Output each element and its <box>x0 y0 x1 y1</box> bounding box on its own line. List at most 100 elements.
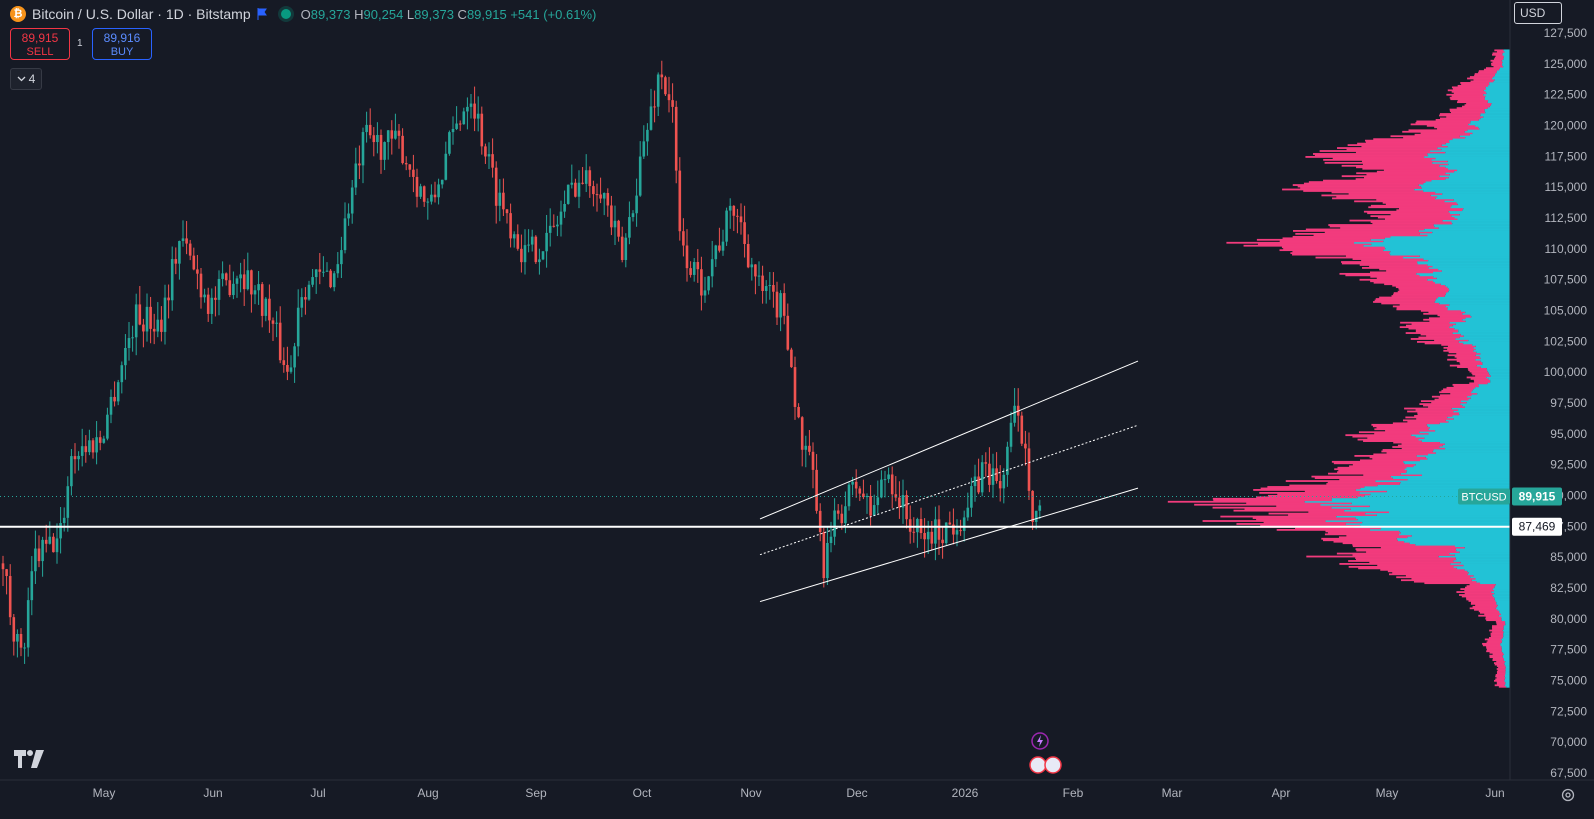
volume-profile-sell-bar <box>1426 124 1476 127</box>
volume-profile-sell-bar <box>1416 120 1471 123</box>
volume-profile-buy-bar <box>1442 193 1510 195</box>
volume-profile-sell-bar <box>1420 132 1473 135</box>
volume-profile-buy-bar <box>1450 206 1510 209</box>
volume-profile-buy-bar <box>1447 167 1510 170</box>
volume-profile-sell-bar <box>1489 651 1503 654</box>
volume-profile-sell-bar <box>1355 178 1446 181</box>
volume-profile-buy-bar <box>1480 352 1510 355</box>
settings-gear-icon[interactable] <box>1560 787 1576 803</box>
candle-body <box>538 259 541 263</box>
volume-profile-buy-bar <box>1448 287 1510 290</box>
candle-body <box>206 294 210 314</box>
volume-profile-sell-bar <box>1469 607 1496 610</box>
volume-profile-buy-bar <box>1491 591 1510 593</box>
volume-profile-buy-bar <box>1448 210 1510 213</box>
last-price-tag-text: 89,915 <box>1519 490 1556 504</box>
candle-body <box>494 167 498 206</box>
volume-profile-sell-bar <box>1369 271 1433 274</box>
volume-profile-sell-bar <box>1349 219 1443 222</box>
candle-body <box>775 291 779 318</box>
currency-button[interactable]: USD <box>1514 2 1562 24</box>
volume-profile-buy-bar <box>1462 312 1510 315</box>
volume-profile-sell-bar <box>1486 650 1502 653</box>
candle-body <box>977 476 980 493</box>
volume-profile-buy-bar <box>1418 184 1510 186</box>
volume-profile-sell-bar <box>1352 258 1424 260</box>
volume-profile-sell-bar <box>1324 161 1433 164</box>
candle-body <box>84 446 88 453</box>
volume-profile-sell-bar <box>1396 576 1471 579</box>
volume-profile-sell-bar <box>1470 602 1497 605</box>
volume-profile-buy-bar <box>1494 589 1510 592</box>
volume-profile-buy-bar <box>1475 358 1510 361</box>
symbol-header[interactable]: ₿ Bitcoin / U.S. Dollar · 1D · Bitstamp … <box>10 4 596 24</box>
candle-body <box>793 367 797 407</box>
volume-profile-buy-bar <box>1384 246 1510 249</box>
volume-profile-sell-bar <box>1392 446 1440 448</box>
candle-body <box>998 481 1002 489</box>
volume-profile-buy-bar <box>1476 364 1510 367</box>
volume-profile-buy-bar <box>1454 554 1510 556</box>
volume-profile-sell-bar <box>1363 440 1422 442</box>
volume-profile-sell-bar <box>1495 678 1505 681</box>
volume-profile-sell-bar <box>1443 346 1474 349</box>
candle-body <box>192 255 196 270</box>
channel-lower-line <box>759 487 1139 603</box>
volume-profile-buy-bar <box>1470 576 1510 579</box>
volume-profile-sell-bar <box>1268 512 1366 515</box>
volume-profile-buy-bar <box>1397 539 1510 542</box>
volume-profile-sell-bar <box>1443 388 1474 391</box>
volume-profile-sell-bar <box>1374 432 1429 435</box>
candle-body <box>228 280 232 296</box>
candle-body <box>473 103 476 119</box>
volume-profile-buy-bar <box>1445 293 1510 296</box>
candle-body <box>631 213 635 218</box>
volume-profile-buy-bar <box>1427 264 1510 266</box>
volume-profile-sell-bar <box>1441 389 1473 392</box>
volume-profile-sell-bar <box>1314 154 1429 157</box>
sell-label: SELL <box>26 46 54 58</box>
buy-button[interactable]: 89,916 BUY <box>92 28 152 60</box>
volume-profile-sell-bar <box>1341 164 1440 167</box>
indicators-toggle-button[interactable]: 4 <box>10 68 42 90</box>
volume-profile-buy-bar <box>1499 611 1510 614</box>
volume-profile-buy-bar <box>1494 79 1510 81</box>
volume-profile-sell-bar <box>1376 277 1437 280</box>
volume-profile-sell-bar <box>1362 167 1448 170</box>
candle-body <box>397 130 401 136</box>
volume-profile-buy-bar <box>1499 68 1510 71</box>
candle-body <box>134 304 138 338</box>
volume-profile-buy-bar <box>1416 454 1510 457</box>
volume-profile-buy-bar <box>1504 663 1510 666</box>
candle-body <box>786 315 790 350</box>
candle-body <box>851 481 854 485</box>
volume-profile-sell-bar <box>1348 560 1454 562</box>
volume-profile-buy-bar <box>1484 110 1510 112</box>
volume-profile-buy-bar <box>1465 320 1510 323</box>
price-axis-label: 120,000 <box>1544 119 1588 133</box>
volume-profile-buy-bar <box>1485 111 1510 114</box>
volume-profile-buy-bar <box>1505 681 1510 684</box>
sell-button[interactable]: 89,915 SELL <box>10 28 70 60</box>
candle-body <box>127 338 131 348</box>
flag-icon[interactable] <box>257 8 267 20</box>
tradingview-logo-icon[interactable] <box>14 748 46 774</box>
volume-profile-sell-bar <box>1473 79 1495 81</box>
volume-profile-sell-bar <box>1486 645 1502 648</box>
price-axis-label: 97,500 <box>1550 396 1587 410</box>
volume-profile-sell-bar <box>1337 466 1407 469</box>
candle-body <box>30 571 34 601</box>
volume-profile-sell-bar <box>1420 400 1462 403</box>
volume-profile-buy-bar <box>1351 502 1510 505</box>
candle-body <box>408 164 412 170</box>
volume-profile-sell-bar <box>1356 166 1446 169</box>
volume-profile-buy-bar <box>1502 656 1510 659</box>
volume-profile-buy-bar <box>1398 533 1510 536</box>
candle-body <box>653 106 656 108</box>
volume-profile-sell-bar <box>1449 108 1485 111</box>
volume-profile-buy-bar <box>1357 518 1510 521</box>
candle-body <box>534 236 538 263</box>
volume-profile-sell-bar <box>1288 514 1377 516</box>
symbol-title[interactable]: Bitcoin / U.S. Dollar · 1D · Bitstamp <box>32 6 251 22</box>
